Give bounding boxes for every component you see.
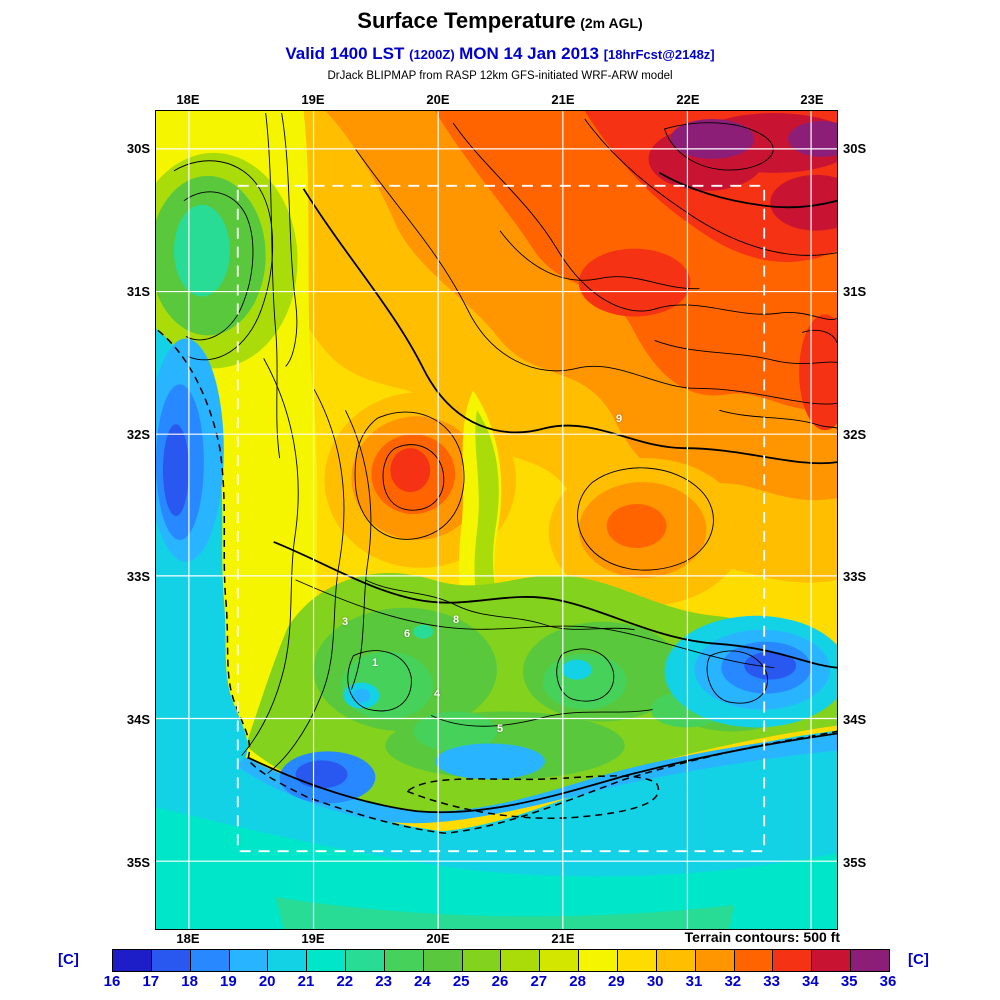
lon-label-top: 19E: [301, 92, 325, 107]
colorbar-tick: 16: [103, 973, 121, 990]
lat-label-left: 31S: [126, 284, 150, 299]
colorbar-segment: [773, 950, 813, 971]
lat-label-left: 33S: [126, 569, 150, 584]
colorbar-segment: [579, 950, 618, 971]
colorbar-segment: [540, 950, 580, 971]
colorbar-tick: 28: [569, 973, 586, 990]
lat-label-right: 30S: [843, 141, 867, 156]
contour-value-label: 3: [341, 616, 349, 628]
colorbar-tick: 32: [724, 973, 742, 990]
colorbar-tick: 26: [491, 973, 509, 990]
lat-label-left: 35S: [126, 855, 150, 870]
colorbar-tick: 30: [646, 973, 664, 990]
temperature-field-svg: [156, 111, 837, 929]
lon-label-top: 20E: [426, 92, 450, 107]
title-text: Surface Temperature: [357, 8, 576, 33]
lat-label-left: 34S: [126, 712, 150, 727]
contour-value-label: 8: [452, 614, 460, 626]
colorbar-tick: 27: [530, 973, 548, 990]
colorbar-segment: [695, 950, 735, 971]
lat-label-right: 33S: [843, 569, 867, 584]
lon-label-bottom: 21E: [551, 931, 575, 946]
colorbar-tick: 21: [297, 973, 315, 990]
colorbar-segment: [307, 950, 347, 971]
colorbar-segment: [462, 950, 502, 971]
page-title: Surface Temperature (2m AGL): [0, 8, 1000, 34]
colorbar-tick: 22: [336, 973, 354, 990]
colorbar-tick: 18: [181, 973, 198, 990]
lon-label-bottom: 20E: [426, 931, 450, 946]
contour-value-label: 4: [433, 688, 441, 700]
colorbar-tick: 24: [414, 973, 431, 990]
colorbar-unit-right: [C]: [908, 951, 929, 968]
colorbar-segment: [190, 950, 230, 971]
lon-label-top: 22E: [676, 92, 700, 107]
lon-label-top: 21E: [551, 92, 575, 107]
colorbar-unit-left: [C]: [58, 951, 79, 968]
colorbar-tick: 17: [142, 973, 160, 990]
terrain-note: Terrain contours: 500 ft: [684, 929, 840, 945]
title-units: (2m AGL): [580, 15, 643, 31]
colorbar-tick: 31: [685, 973, 703, 990]
colorbar-tick: 19: [220, 973, 237, 990]
contour-value-label: 9: [615, 413, 623, 425]
colorbar-segment: [423, 950, 463, 971]
colorbar-tick: 20: [258, 973, 276, 990]
colorbar-segment: [229, 950, 269, 971]
lat-label-right: 34S: [843, 712, 867, 727]
colorbar-segment: [656, 950, 696, 971]
contour-value-label: 5: [496, 723, 504, 735]
colorbar-segment: [151, 950, 191, 971]
colorbar-segment: [346, 950, 385, 971]
colorbar-segment: [268, 950, 308, 971]
lat-label-left: 30S: [126, 141, 150, 156]
colorbar-segment: [851, 950, 889, 971]
contour-value-label: 1: [371, 657, 379, 669]
colorbar-tick: 25: [452, 973, 470, 990]
valid-date: MON 14 Jan 2013: [459, 44, 604, 63]
colorbar-segment: [384, 950, 424, 971]
colorbar-tick: 33: [763, 973, 780, 990]
model-line: DrJack BLIPMAP from RASP 12km GFS-initia…: [327, 70, 673, 82]
temperature-colorbar: [112, 949, 890, 972]
colorbar-tick: 35: [840, 973, 858, 990]
valid-fcst: [18hrFcst@2148z]: [603, 47, 715, 62]
colorbar-tick: 29: [608, 973, 625, 990]
valid-line: Valid 1400 LST (1200Z) MON 14 Jan 2013 […: [0, 44, 1000, 64]
valid-time: Valid 1400 LST: [285, 44, 410, 63]
colorbar-segment: [812, 950, 852, 971]
map-frame: 9 8 6 3 1 4 5: [155, 110, 838, 930]
valid-zulu: (1200Z): [409, 47, 455, 62]
colorbar-tick: 34: [802, 973, 819, 990]
colorbar-segment: [501, 950, 541, 971]
lat-label-right: 32S: [843, 427, 867, 442]
lat-label-right: 31S: [843, 284, 867, 299]
lon-label-top: 23E: [800, 92, 824, 107]
lon-label-bottom: 18E: [176, 931, 200, 946]
colorbar-segment: [617, 950, 657, 971]
colorbar-segment: [734, 950, 774, 971]
colorbar-tick: 23: [375, 973, 392, 990]
lat-label-left: 32S: [126, 427, 150, 442]
lat-label-right: 35S: [843, 855, 867, 870]
lon-label-top: 18E: [176, 92, 200, 107]
lon-label-bottom: 19E: [301, 931, 325, 946]
colorbar-segment: [113, 950, 152, 971]
contour-value-label: 6: [403, 628, 411, 640]
colorbar-tick: 36: [879, 973, 897, 990]
